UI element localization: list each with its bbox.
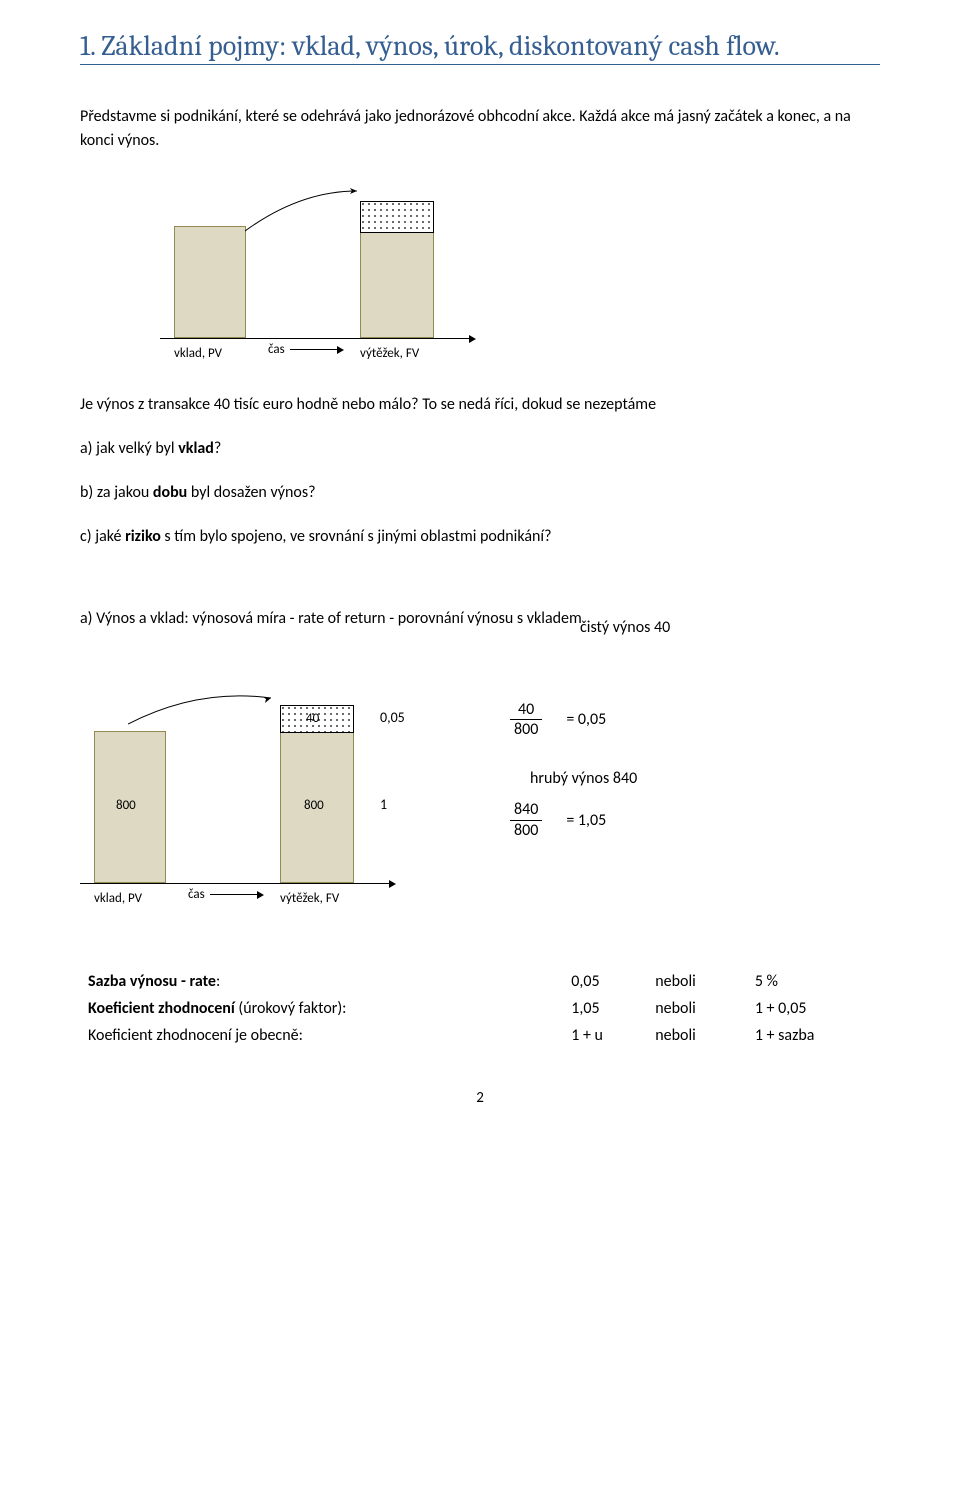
qb-tail: byl dosažen výnos? (187, 483, 315, 502)
label-pv-2: vklad, PV (94, 891, 142, 906)
cell-val-2b: neboli (647, 995, 747, 1022)
frac-40-800: 40 800 = 0,05 (510, 700, 637, 739)
q-b: b) za jakou dobu byl dosažen výnos? (80, 481, 880, 505)
frac-num-840: 840 (510, 800, 542, 819)
clean-yield-label: čistý výnos 40 (580, 618, 670, 637)
qb-bold: dobu (153, 483, 187, 502)
bar-side-1: 1 (380, 796, 387, 813)
arithmetic-block: 40 800 = 0,05 hrubý výnos 840 840 800 = … (510, 688, 637, 852)
diagram-1: vklad, PV čas výtěžek, FV (160, 183, 480, 363)
gross-yield-label: hrubý výnos 840 (530, 769, 637, 788)
page-heading: 1. Základní pojmy: vklad, výnos, úrok, d… (80, 30, 880, 65)
label-cas-2: čas (188, 887, 205, 902)
cas-arrow-icon (290, 349, 338, 350)
arrow-curve-icon-2 (128, 688, 288, 728)
cell-label-1: Sazba výnosu - rate: (80, 968, 563, 995)
cell-val-2a: 1,05 (563, 995, 647, 1022)
cell-label-3: Koeficient zhodnocení je obecně: (80, 1022, 563, 1049)
cell-val-1a: 0,05 (563, 968, 647, 995)
frac-den-800b: 800 (510, 820, 542, 840)
cell-val-2c: 1 + 0,05 (747, 995, 880, 1022)
axis-line-2 (80, 883, 390, 884)
cell-val-3c: 1 + sazba (747, 1022, 880, 1049)
page-number: 2 (80, 1089, 880, 1107)
cell-val-3b: neboli (647, 1022, 747, 1049)
frac-num-40: 40 (514, 700, 538, 719)
axis-line (160, 338, 470, 339)
qc-tail: s tím bylo spojeno, ve srovnání s jinými… (161, 527, 552, 546)
diagram-2: čistý výnos 40 800 800 40 0,05 1 (80, 648, 880, 908)
label-fv: výtěžek, FV (360, 346, 419, 361)
cas-arrow-icon-2 (210, 894, 258, 895)
qa-text: a) jak velký byl (80, 439, 178, 458)
label-cas: čas (268, 342, 285, 357)
frac-840-800: 840 800 = 1,05 (510, 800, 637, 839)
bar-800-right-val: 800 (304, 798, 324, 813)
section-a-text: a) Výnos a vklad: výnosová míra - rate o… (80, 609, 582, 628)
cell-val-1b: neboli (647, 968, 747, 995)
q-a: a) jak velký byl vklad? (80, 437, 880, 461)
arrow-curve-icon (245, 183, 375, 233)
bar-fv (360, 231, 434, 338)
qc-text: c) jaké (80, 527, 125, 546)
section-a-heading: a) Výnos a vklad: výnosová míra - rate o… (80, 609, 880, 628)
bar-40-cap-val: 40 (306, 711, 319, 726)
qa-tail: ? (214, 439, 221, 458)
q-c: c) jaké riziko s tím bylo spojeno, ve sr… (80, 525, 880, 549)
table-row: Sazba výnosu - rate: 0,05 neboli 5 % (80, 968, 880, 995)
label-fv-2: výtěžek, FV (280, 891, 339, 906)
qc-bold: riziko (125, 527, 161, 546)
label-pv: vklad, PV (174, 346, 222, 361)
bar-pv (174, 226, 246, 338)
question-para: Je výnos z transakce 40 tisíc euro hodně… (80, 393, 880, 417)
cell-val-3a: 1 + u (563, 1022, 647, 1049)
table-row: Koeficient zhodnocení je obecně: 1 + u n… (80, 1022, 880, 1049)
qb-text: b) za jakou (80, 483, 153, 502)
intro-paragraph: Představme si podnikání, které se odehrá… (80, 105, 880, 153)
cell-val-1c: 5 % (747, 968, 880, 995)
eq-105: = 1,05 (566, 811, 606, 830)
cell-label-2: Koeficient zhodnocení (úrokový faktor): (80, 995, 563, 1022)
cap-side-005: 0,05 (380, 709, 405, 726)
frac-den-800a: 800 (510, 719, 542, 739)
eq-005: = 0,05 (566, 710, 606, 729)
summary-table: Sazba výnosu - rate: 0,05 neboli 5 % Koe… (80, 968, 880, 1049)
qa-bold: vklad (178, 439, 214, 458)
table-row: Koeficient zhodnocení (úrokový faktor): … (80, 995, 880, 1022)
bar-800-left-val: 800 (116, 798, 136, 813)
